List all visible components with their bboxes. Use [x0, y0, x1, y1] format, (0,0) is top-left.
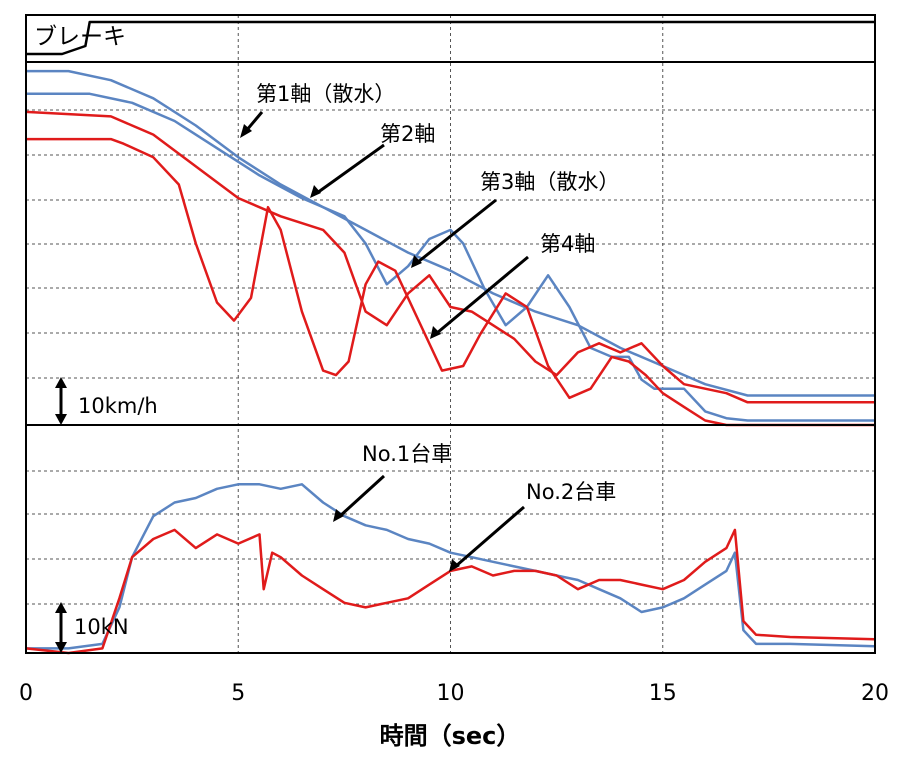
label-axle3: 第3軸（散水）: [480, 170, 619, 194]
series-lines: [25, 20, 876, 655]
arrowhead-axle1: [240, 124, 252, 138]
x-tick-label-3: 15: [649, 681, 677, 706]
speed-series-line-3: [26, 137, 875, 427]
arrowhead-axle4: [430, 326, 441, 339]
x-axis-ticks: 0 5 10 15 20: [19, 681, 889, 706]
label-axle2: 第2軸: [380, 122, 435, 146]
label-axle1: 第1軸（散水）: [256, 82, 395, 106]
scale-arrowhead-speed-down: [55, 414, 67, 425]
x-tick-label-0: 0: [19, 681, 33, 706]
arrow-axle4: [436, 255, 529, 335]
arrowhead-bogie1: [333, 509, 344, 522]
scale-arrowhead-force-up: [55, 602, 67, 613]
scale-arrowhead-speed-up: [55, 377, 67, 388]
scale-label-speed: 10km/h: [78, 394, 158, 418]
plot-border: [25, 14, 876, 654]
arrow-axle1: [244, 111, 264, 132]
force-series-line-0: [26, 483, 876, 650]
frame: [25, 14, 876, 654]
grid: [26, 15, 875, 653]
scale-label-force: 10kN: [74, 615, 129, 639]
arrowhead-axle3: [411, 255, 422, 268]
label-axle4: 第4軸: [540, 232, 595, 256]
arrow-bogie1: [338, 474, 386, 518]
arrowhead-bogie2: [449, 559, 460, 572]
label-bogie2: No.2台車: [526, 480, 616, 504]
arrow-axle2: [316, 143, 385, 195]
x-tick-label-2: 10: [437, 681, 465, 706]
speed-series-line-0: [26, 69, 875, 397]
speed-series-line-2: [25, 110, 875, 404]
x-tick-label-1: 5: [231, 681, 245, 706]
arrowhead-axle2: [310, 185, 321, 198]
label-bogie1: No.1台車: [362, 442, 452, 466]
x-tick-label-4: 20: [861, 681, 889, 706]
speed-series-line-1: [26, 92, 875, 422]
brake-label: ブレーキ: [34, 24, 126, 50]
scale-arrowhead-force-down: [55, 642, 67, 653]
arrowheads: [55, 124, 460, 653]
x-axis-title: 時間（sec）: [380, 722, 521, 750]
force-series-line-1: [25, 528, 876, 655]
brake-series-line-0: [26, 20, 875, 56]
arrow-axle3: [417, 198, 497, 264]
arrow-bogie2: [455, 505, 525, 568]
